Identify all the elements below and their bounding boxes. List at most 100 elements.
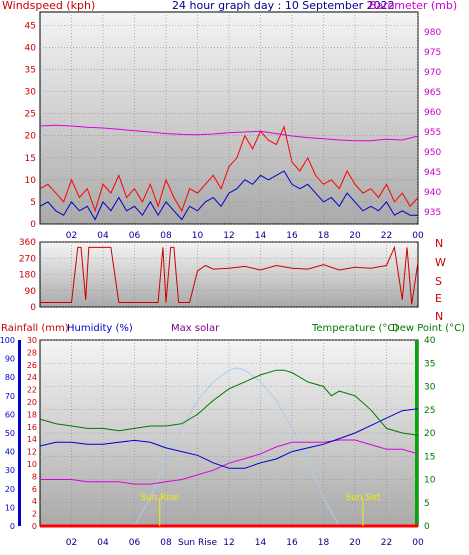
temperature-tick-label: 35 <box>424 359 435 369</box>
windspeed-tick-label: 5 <box>30 198 36 208</box>
rainfall-tick-label: 40 <box>5 448 15 457</box>
x-tick-label: 18 <box>318 538 330 548</box>
windspeed-tick-label: 35 <box>25 65 36 75</box>
windspeed-tick-labels: 0 5 10 15 20 25 30 35 40 45 <box>25 21 37 230</box>
barometer-tick-label: 940 <box>424 188 441 198</box>
x-tick-label: 00 <box>412 231 424 241</box>
humidity-tick-label: 4 <box>32 497 37 506</box>
barometer-tick-label: 935 <box>424 208 441 218</box>
windspeed-tick-label: 40 <box>25 43 37 53</box>
barometer-tick-label: 975 <box>424 48 441 58</box>
humidity-tick-label: 8 <box>32 472 37 481</box>
windspeed-tick-label: 0 <box>30 220 36 230</box>
x-tick-label: 12 <box>223 231 234 241</box>
humidity-tick-label: 10 <box>27 460 37 469</box>
barometer-axis-label: Barometer (mb) <box>369 0 457 12</box>
x-tick-label: 06 <box>129 231 141 241</box>
rainfall-tick-label: 0 <box>10 522 15 531</box>
compass-label: S <box>435 275 442 288</box>
temperature-tick-label: 5 <box>424 499 430 509</box>
humidity-tick-label: 24 <box>27 373 37 382</box>
rainfall-tick-label: 100 <box>0 336 15 345</box>
x-tick-label: 22 <box>381 231 392 241</box>
direction-tick-label: 90 <box>25 287 37 297</box>
x-tick-label: 04 <box>97 538 109 548</box>
temperature-tick-label: 40 <box>424 336 436 346</box>
wind-x-tick-labels: 02 04 06 08 10 12 14 16 18 20 22 00 <box>66 231 424 241</box>
barometer-tick-label: 970 <box>424 68 441 78</box>
compass-label: N <box>435 310 443 323</box>
x-tick-label: 20 <box>349 231 361 241</box>
wind-baro-panel: Windspeed (kph) 24 hour graph day : 10 S… <box>2 0 457 241</box>
humidity-tick-label: 16 <box>27 423 37 432</box>
rainfall-tick-label: 90 <box>5 355 15 364</box>
barometer-tick-label: 965 <box>424 88 441 98</box>
temperature-axis-bar <box>415 340 418 526</box>
windspeed-tick-label: 30 <box>25 88 37 98</box>
x-tick-label: 02 <box>66 538 77 548</box>
rainfall-tick-label: 80 <box>5 373 15 382</box>
humidity-tick-label: 22 <box>27 386 37 395</box>
windspeed-tick-label: 20 <box>25 132 37 142</box>
rainfall-tick-label: 10 <box>5 503 15 512</box>
sun-markers: Sun Rise Sun Set <box>140 493 381 526</box>
barometer-tick-labels: 935 940 945 950 955 960 965 970 975 980 <box>424 28 441 218</box>
x-tick-label: 18 <box>318 231 330 241</box>
barometer-tick-label: 955 <box>424 128 441 138</box>
direction-tick-label: 0 <box>30 303 36 313</box>
x-tick-label: 08 <box>160 538 172 548</box>
humidity-tick-label: 26 <box>27 361 37 370</box>
direction-gridlines <box>40 241 418 308</box>
barometer-tick-label: 945 <box>424 168 441 178</box>
humidity-series-line <box>39 408 419 469</box>
chart-title: 24 hour graph day : 10 September 2022 <box>172 0 395 12</box>
barometer-tick-label: 980 <box>424 28 441 38</box>
gust-series-line <box>39 125 419 213</box>
humidity-tick-label: 28 <box>27 348 37 357</box>
humidity-tick-label: 30 <box>27 336 37 345</box>
rainfall-tick-label: 50 <box>5 429 15 438</box>
direction-tick-label: 360 <box>19 238 36 248</box>
x-tick-label: 20 <box>349 538 361 548</box>
humidity-tick-label: 6 <box>32 485 37 494</box>
humidity-tick-label: 12 <box>27 448 37 457</box>
windspeed-axis-label: Windspeed (kph) <box>2 0 95 12</box>
sunrise-label: Sun Rise <box>140 493 179 503</box>
x-tick-label: 22 <box>381 538 392 548</box>
direction-tick-label: 180 <box>19 271 36 281</box>
rainfall-tick-label: 70 <box>5 392 15 401</box>
temperature-tick-label: 30 <box>424 383 436 393</box>
humidity-axis-label: Humidity (%) <box>67 323 133 334</box>
temperature-tick-label: 20 <box>424 429 436 439</box>
rainfall-tick-label: 30 <box>5 466 15 475</box>
x-tick-label: 14 <box>255 538 267 548</box>
windspeed-tick-label: 10 <box>25 176 37 186</box>
temperature-tick-label: 15 <box>424 452 435 462</box>
x-tick-label: 12 <box>223 538 234 548</box>
windspeed-tick-label: 25 <box>25 110 36 120</box>
direction-series-line <box>40 245 419 305</box>
wind-gridlines <box>40 12 419 225</box>
sunset-label: Sun Set <box>345 493 380 503</box>
direction-tick-labels: 0 90 180 270 360 <box>19 238 36 313</box>
barometer-tick-label: 950 <box>424 148 441 158</box>
x-tick-label: 08 <box>160 231 172 241</box>
average-series-line <box>39 170 418 221</box>
x-tick-label: 16 <box>286 231 298 241</box>
humidity-tick-label: 18 <box>27 410 37 419</box>
windspeed-tick-label: 45 <box>25 21 36 31</box>
windspeed-tick-label: 15 <box>25 154 36 164</box>
wind-series <box>39 124 419 221</box>
barometer-tick-label: 960 <box>424 108 441 118</box>
direction-tick-label: 270 <box>19 254 36 264</box>
compass-label: E <box>435 292 442 305</box>
compass-label: N <box>435 237 443 250</box>
dewpoint-axis-label: Dew Point (°C) <box>392 323 465 334</box>
dewpoint-series-line <box>40 439 419 485</box>
compass-label: W <box>435 256 446 269</box>
humidity-tick-label: 20 <box>27 398 37 407</box>
temperature-tick-label: 0 <box>424 522 430 532</box>
